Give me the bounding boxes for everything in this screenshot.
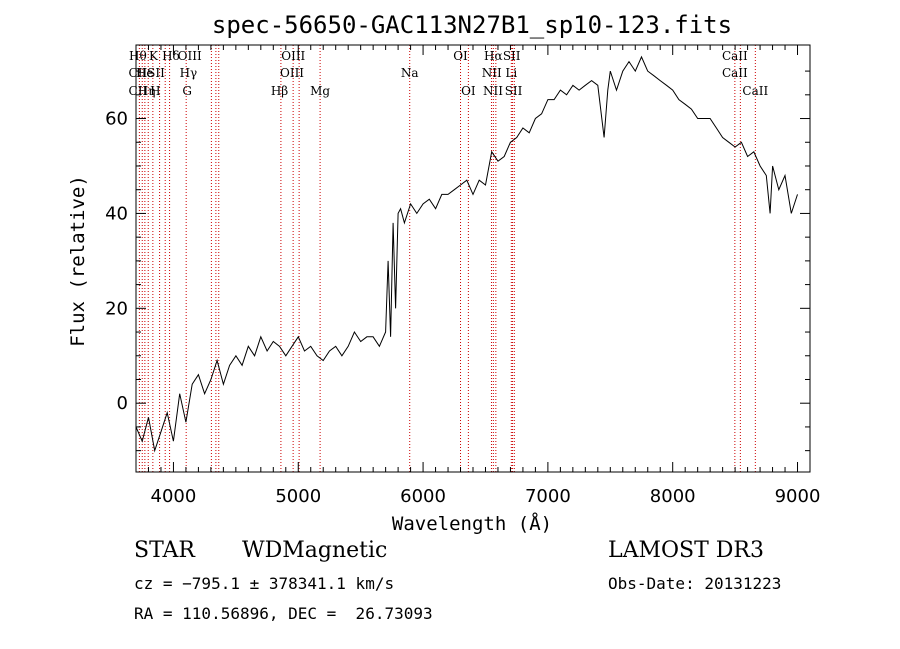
spectrum-line — [135, 55, 798, 453]
y-tick-label: 20 — [105, 298, 128, 319]
obs-date-text: Obs-Date: 20131223 — [608, 574, 782, 593]
radec-text: RA = 110.56896, DEC = 26.73093 — [134, 604, 433, 623]
plot-frame — [135, 44, 811, 473]
x-axis-label: Wavelength (Å) — [392, 512, 552, 535]
line-annotation: Hθ — [129, 49, 147, 63]
line-annotation: CII — [129, 84, 148, 98]
line-annotation: SII — [505, 84, 523, 98]
line-annotation: H — [150, 84, 160, 98]
survey-label: LAMOST DR3 — [608, 538, 764, 563]
y-axis-label: Flux (relative) — [67, 175, 89, 347]
line-annotation: Hδ — [162, 49, 180, 63]
line-annotation: OI — [453, 49, 468, 63]
line-annotation: CaII — [742, 84, 768, 98]
line-annotation: Hβ — [271, 84, 288, 98]
subclass-label: WDMagnetic — [242, 538, 388, 563]
line-annotation: NII — [482, 66, 502, 80]
line-annotation: SII — [147, 66, 165, 80]
line-annotation: G — [182, 84, 192, 98]
line-annotation: Li — [505, 66, 517, 80]
line-annotation: K — [149, 49, 159, 63]
y-tick-label: 40 — [105, 203, 128, 224]
line-annotation: OIII — [281, 49, 305, 63]
x-tick-label: 7000 — [525, 486, 571, 507]
redshift-text: cz = −795.1 ± 378341.1 km/s — [134, 574, 395, 593]
line-annotation: OIII — [178, 49, 202, 63]
line-annotation: Hγ — [180, 66, 198, 80]
line-annotation: Mg — [310, 84, 330, 98]
chart-title: spec-56650-GAC113N27B1_sp10-123.fits — [212, 11, 732, 39]
x-tick-label: 5000 — [275, 486, 321, 507]
line-annotation: OIII — [280, 66, 304, 80]
y-axis-ticks: 0 20 40 60 — [105, 70, 810, 452]
line-markers — [138, 45, 756, 472]
x-tick-label: 6000 — [400, 486, 446, 507]
x-tick-label: 9000 — [775, 486, 821, 507]
line-annotation: CaII — [722, 49, 748, 63]
x-tick-label: 8000 — [650, 486, 696, 507]
line-annotation: SII — [503, 49, 521, 63]
line-annotation: Na — [401, 66, 419, 80]
line-annotation: NII — [483, 84, 503, 98]
y-tick-label: 60 — [105, 109, 128, 130]
line-annotation: He — [136, 66, 154, 80]
line-annotation: Hα — [484, 49, 503, 63]
line-annotation: CII — [129, 66, 148, 80]
class-label: STAR — [134, 538, 195, 563]
x-axis-ticks: 4000 5000 6000 7000 8000 9000 — [135, 45, 821, 507]
line-annotation: OI — [461, 84, 476, 98]
line-annotation: CaII — [722, 66, 748, 80]
y-tick-label: 0 — [117, 393, 128, 414]
x-tick-label: 4000 — [151, 486, 197, 507]
line-annotation: Hη — [138, 84, 156, 98]
